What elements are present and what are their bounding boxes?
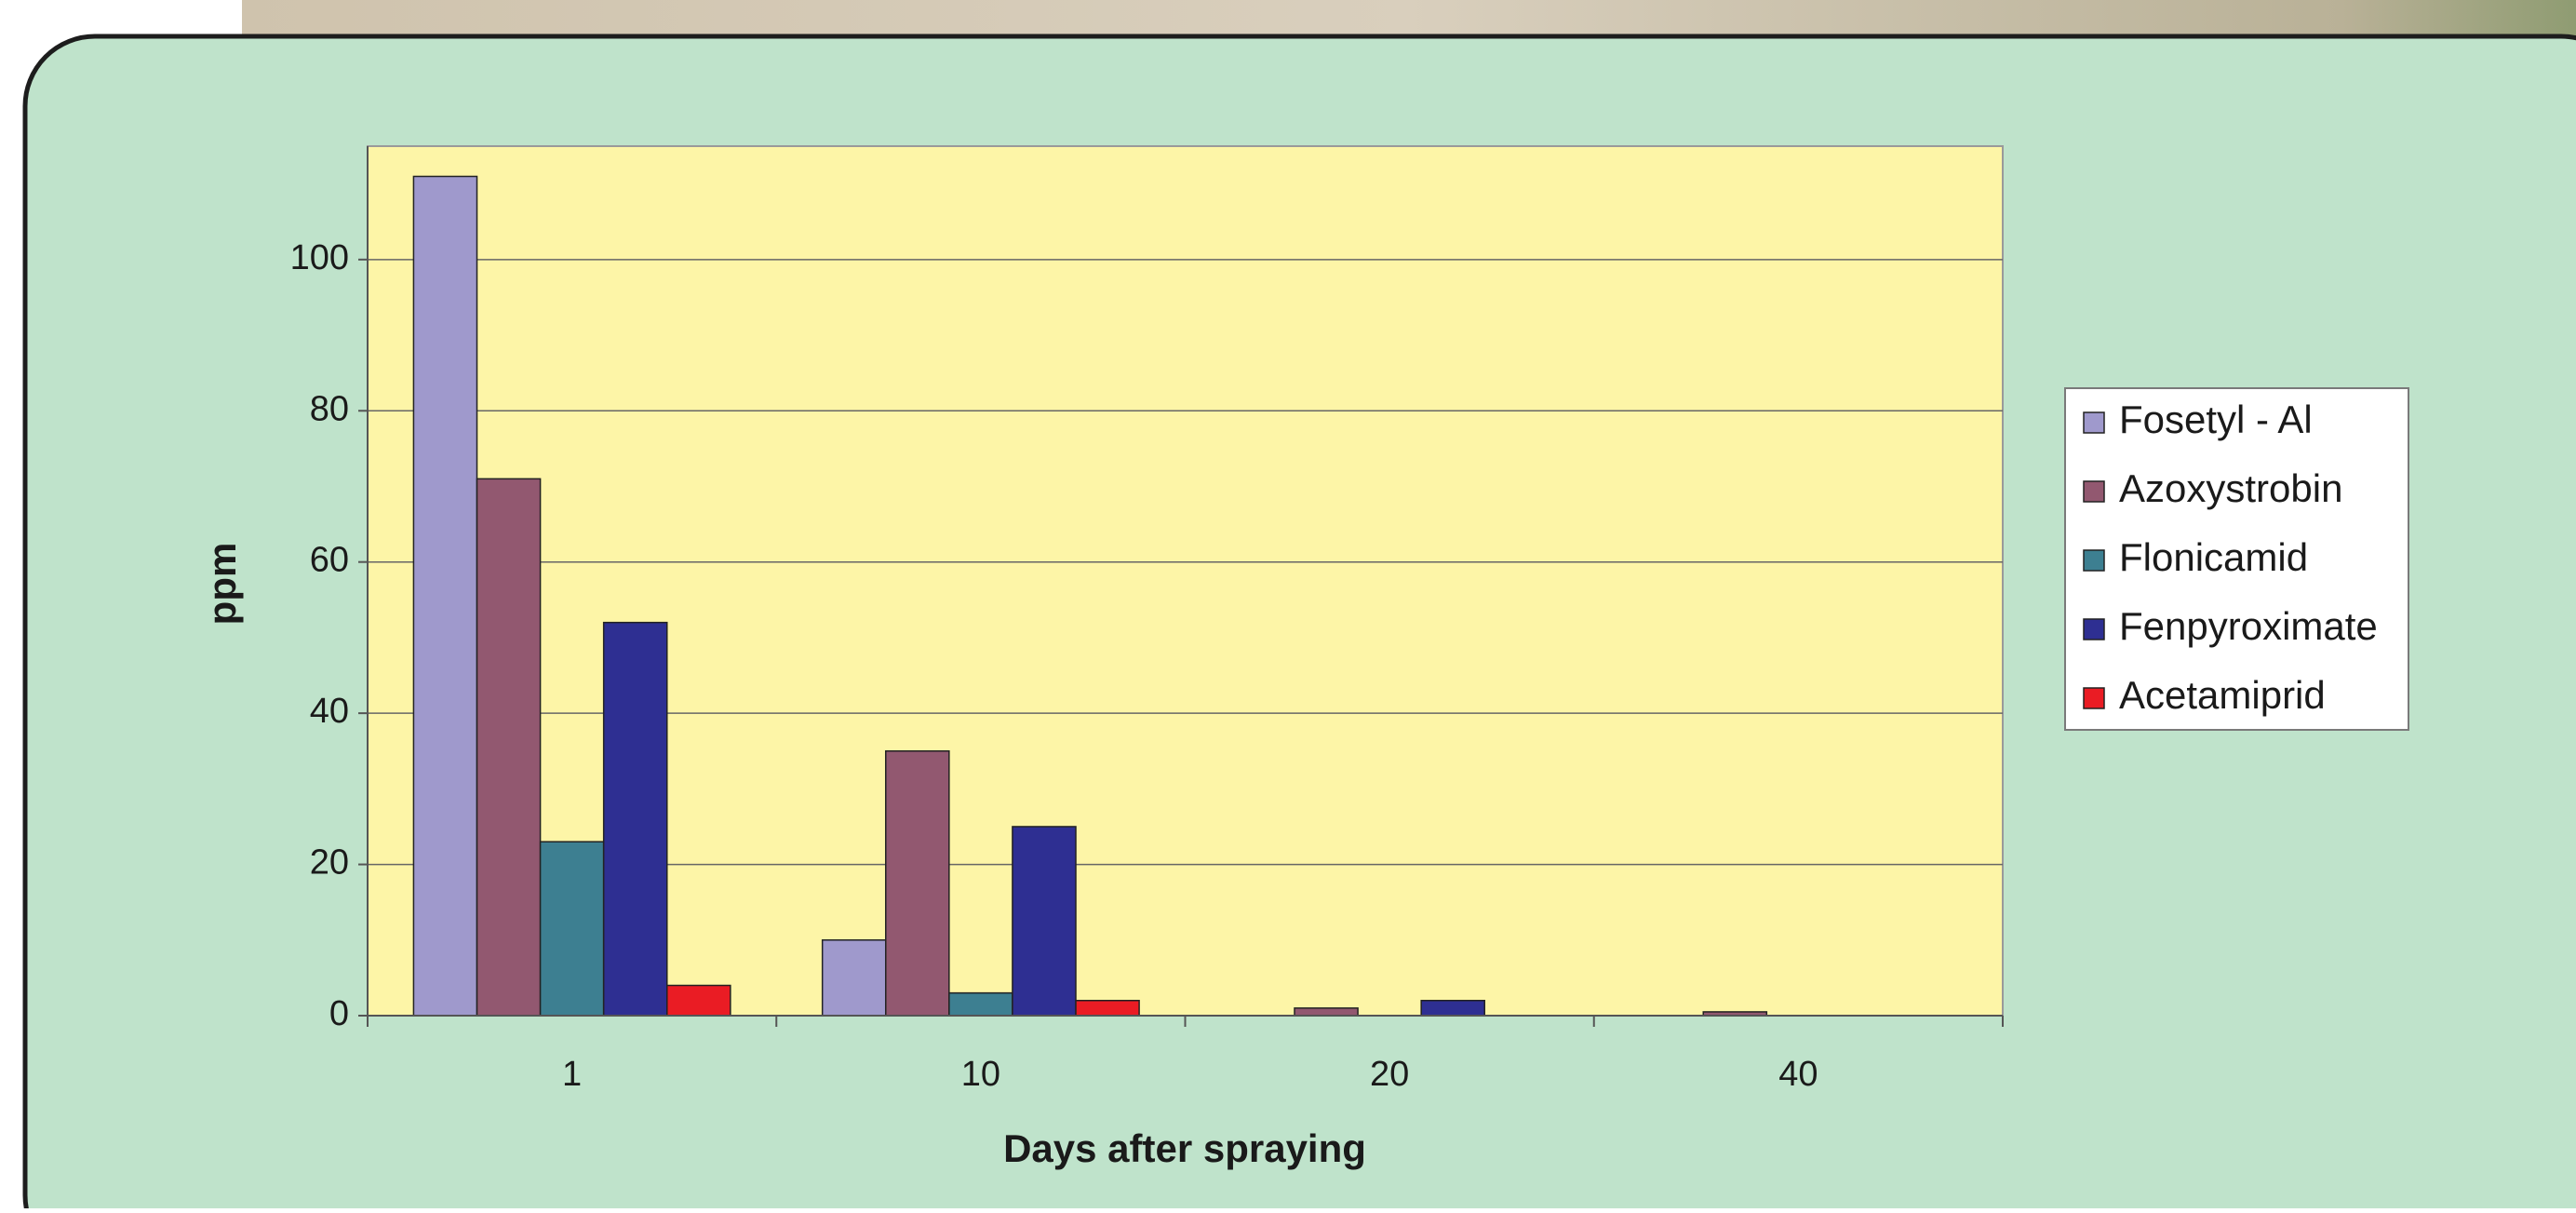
bar [667,986,731,1016]
x-tick-label: 10 [961,1055,1000,1094]
y-tick-label: 40 [310,692,349,731]
bar [476,478,540,1016]
y-axis-title: ppm [200,543,244,626]
bar [1421,1001,1484,1016]
bar [949,993,1013,1016]
legend-swatch [2084,550,2104,571]
bar [886,751,949,1016]
legend-label: Acetamiprid [2119,673,2326,717]
bar [413,176,476,1016]
y-tick-label: 60 [310,541,349,580]
legend-swatch [2084,688,2104,708]
bar [823,940,886,1016]
x-axis-title: Days after spraying [1003,1126,1366,1170]
bar [1013,827,1076,1016]
legend-swatch [2084,619,2104,640]
legend-label: Fosetyl - Al [2119,398,2313,441]
y-tick-label: 100 [290,238,349,277]
y-tick-label: 20 [310,843,349,883]
x-tick-label: 1 [562,1055,582,1094]
chart: ppm Days after spraying 0 20 40 60 80 100 1 10 2… [0,0,2576,1208]
bar [1076,1001,1139,1016]
y-tick-label: 0 [329,994,349,1033]
x-tick-label: 40 [1778,1055,1818,1094]
legend-swatch [2084,481,2104,502]
bar [541,842,604,1016]
y-tick-label: 80 [310,389,349,428]
legend-label: Flonicamid [2119,535,2308,579]
bar [604,623,667,1016]
legend-label: Fenpyroximate [2119,604,2378,648]
legend-label: Azoxystrobin [2119,466,2342,510]
x-tick-label: 20 [1370,1055,1409,1094]
legend-swatch [2084,412,2104,433]
bar [1295,1008,1358,1016]
